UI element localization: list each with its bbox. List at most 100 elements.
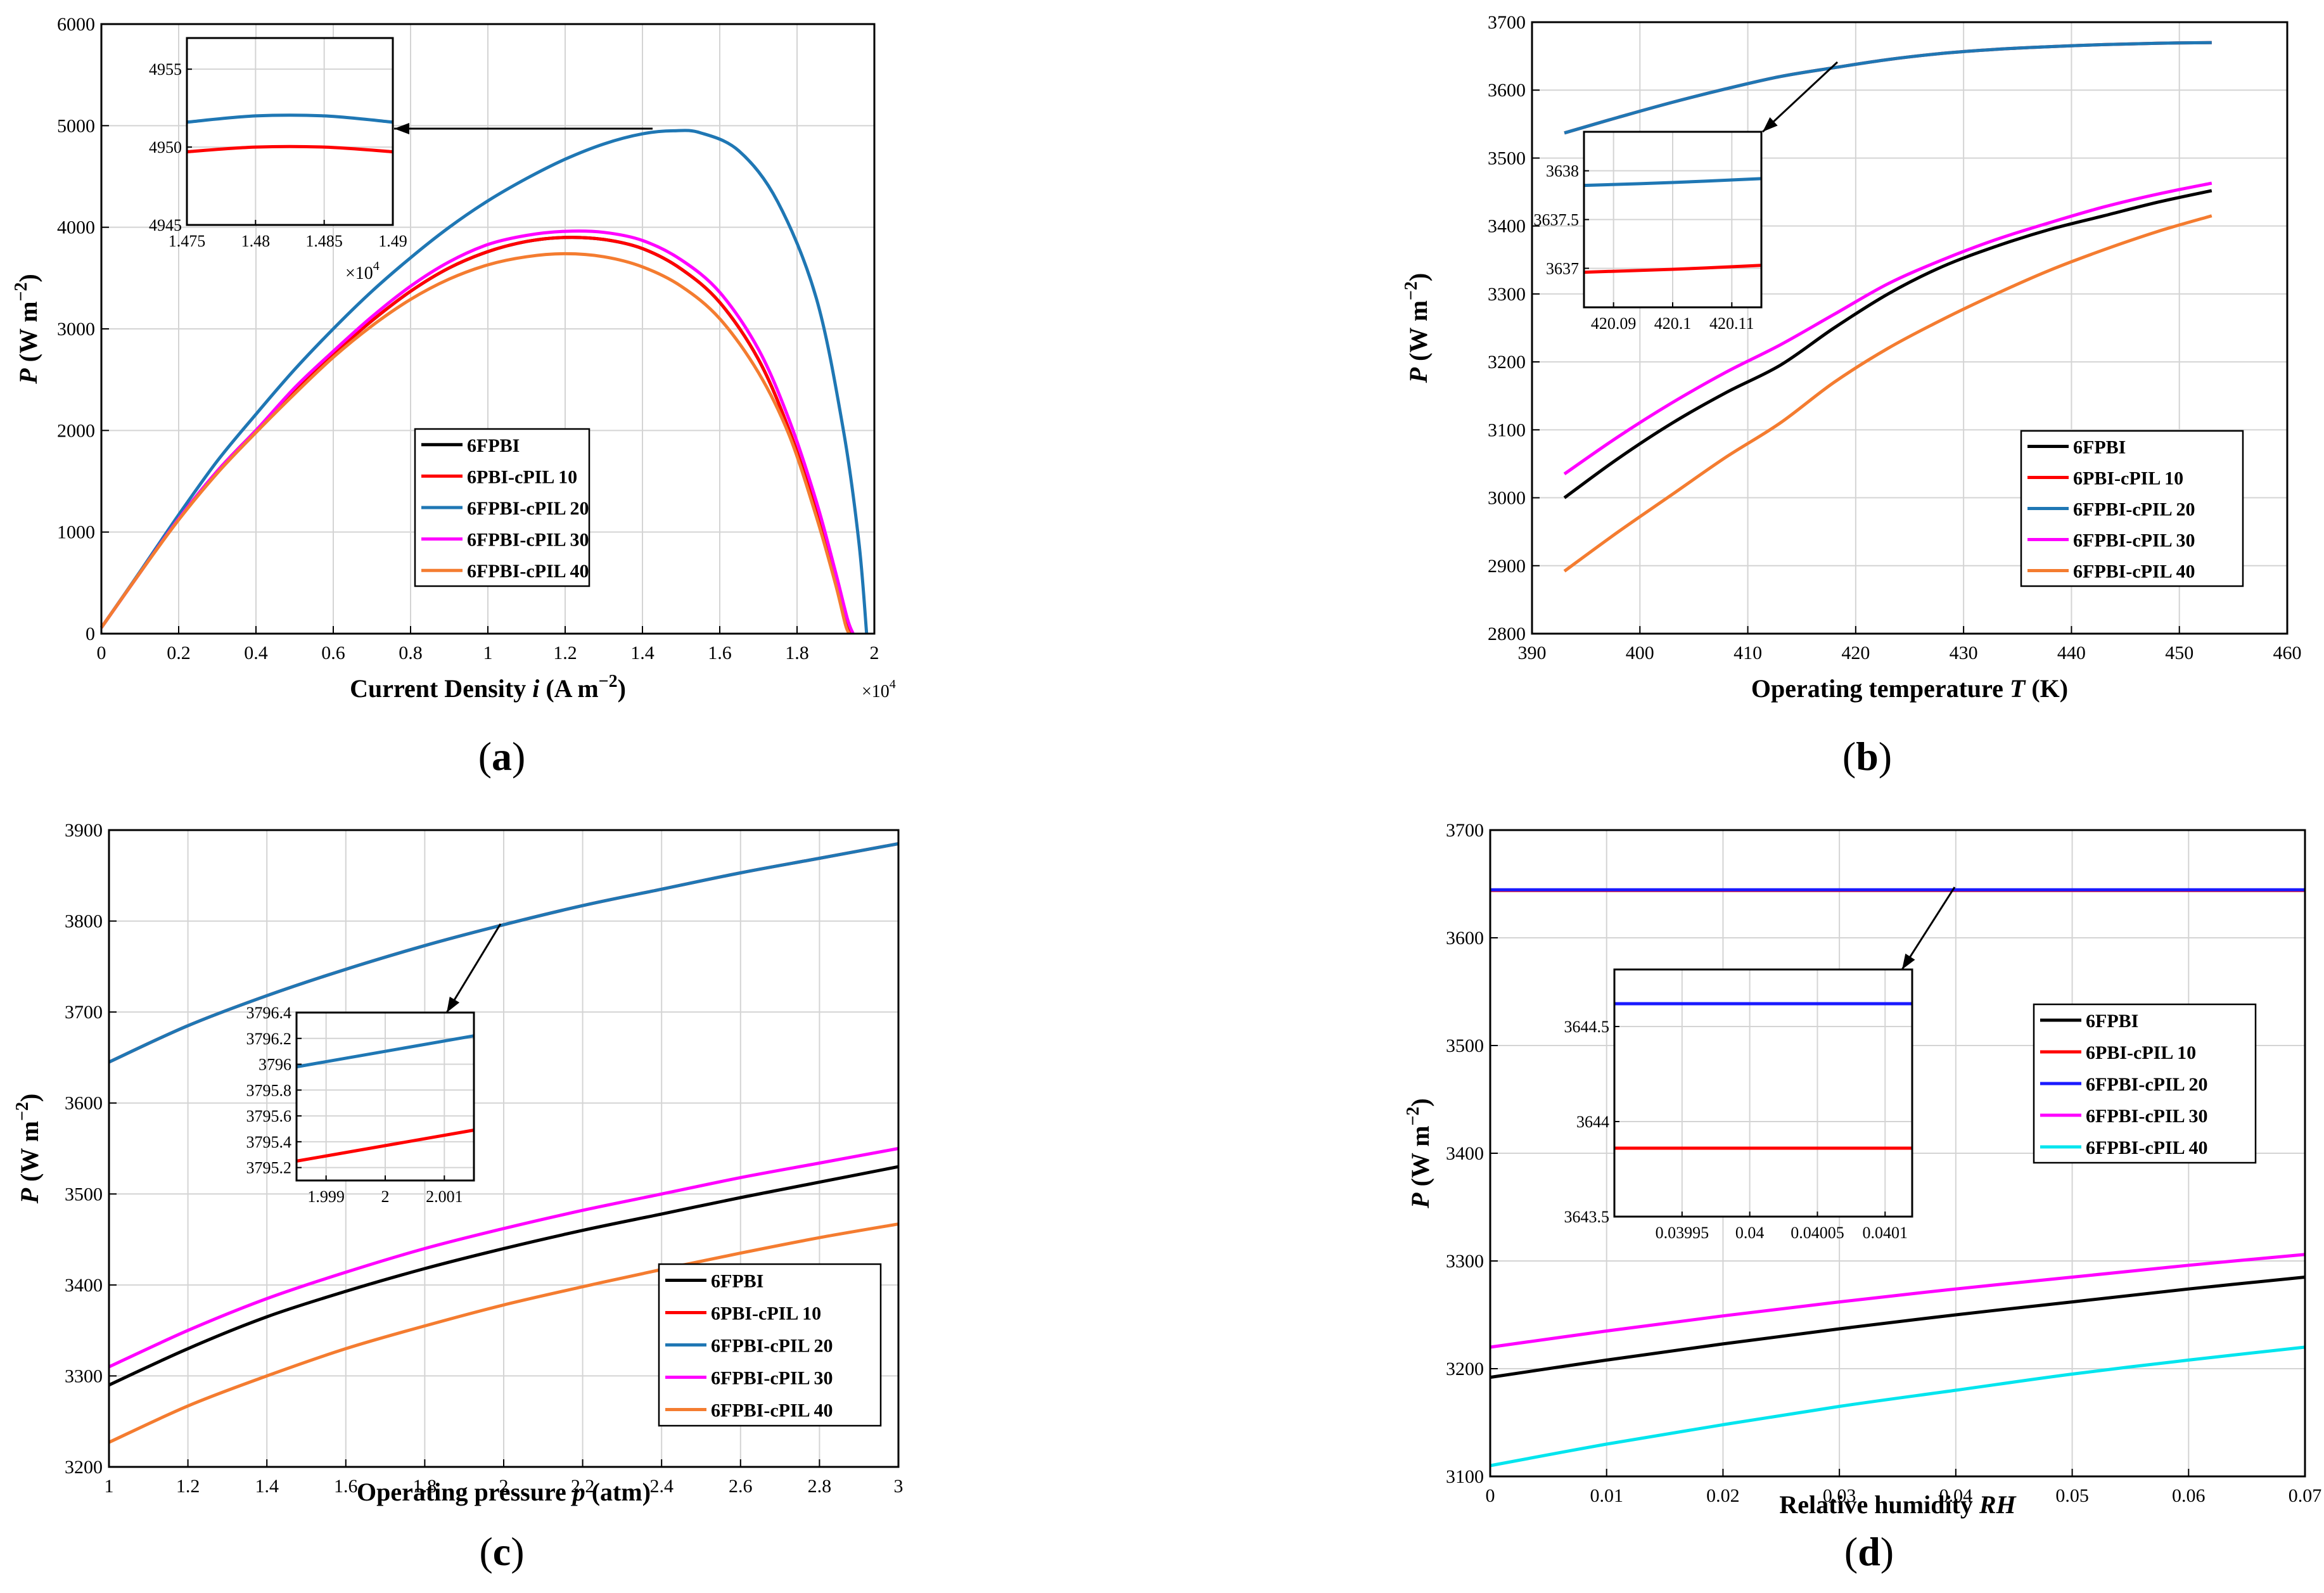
panel-label: (a) bbox=[478, 734, 526, 779]
panel-label-open: ( bbox=[1844, 1529, 1858, 1574]
inset-x-tick-label: 420.11 bbox=[1709, 314, 1754, 333]
y-tick-label: 3900 bbox=[65, 820, 103, 841]
ticks: 390 400 410 420 430 440 450 460 2800 2900 3000 3100… bbox=[1488, 12, 2302, 663]
inset-frame bbox=[1613, 968, 1913, 1218]
x-axis-label-unit: (atm) bbox=[585, 1478, 651, 1506]
y-tick-label: 3500 bbox=[1446, 1035, 1484, 1056]
x-axis-label-symbol: T bbox=[2010, 674, 2026, 703]
panel-label-open: ( bbox=[479, 1529, 492, 1574]
axes-frame bbox=[1531, 21, 2289, 635]
y-tick-label: 3000 bbox=[57, 319, 95, 340]
y-axis-label-symbol: P bbox=[15, 1187, 44, 1204]
series-group bbox=[1563, 41, 2212, 573]
inset-y-tick-label: 3643.5 bbox=[1564, 1208, 1610, 1226]
legend-label-6fpbi-cpil-20: 6FPBI-cPIL 20 bbox=[467, 498, 589, 519]
y-tick-label: 2900 bbox=[1488, 556, 1526, 577]
inset-y-tick-label: 3644 bbox=[1576, 1113, 1609, 1131]
x-axis-label-symbol: RH bbox=[1979, 1490, 2017, 1519]
x-tick-label: 410 bbox=[1733, 643, 1762, 663]
zoom-arrow-line bbox=[1761, 61, 1839, 133]
y-tick-label: 3800 bbox=[65, 911, 103, 932]
inset-x-tick-label: 1.999 bbox=[307, 1187, 345, 1206]
panel-label-close: ) bbox=[512, 734, 525, 779]
inset-x-tick-label: 0.0401 bbox=[1863, 1224, 1908, 1242]
y-axis-label-close: ) bbox=[14, 274, 42, 282]
x-tick-label: 0.02 bbox=[1706, 1485, 1740, 1506]
x-tick-label: 420 bbox=[1841, 643, 1870, 663]
legend-label-6pbi-cpil-10: 6PBI-cPIL 10 bbox=[711, 1303, 821, 1324]
panel-label-letter: c bbox=[493, 1529, 511, 1574]
series-line-6fpbi-cpil-30 bbox=[1490, 1253, 2306, 1349]
zoom-arrow-line bbox=[1901, 886, 1956, 970]
x-tick-label: 1.4 bbox=[630, 643, 654, 663]
y-tick-label: 5000 bbox=[57, 115, 95, 136]
x-axis-label-text: Relative humidity bbox=[1779, 1490, 1979, 1519]
series-line-6fpbi-cpil-20 bbox=[108, 842, 899, 1064]
ticks: 0 0.2 0.4 0.6 0.8 1 1.2 1.4 1.6 1.8 2 0 1000 2000 3000… bbox=[57, 14, 879, 663]
inset-x-tick-label: 2.001 bbox=[426, 1187, 463, 1206]
inset-y-tick-label: 3637 bbox=[1546, 259, 1579, 278]
y-axis-label-exponent: −2 bbox=[13, 1102, 32, 1121]
x-tick-label: 0.05 bbox=[2055, 1485, 2089, 1506]
x-axis-label-close: ) bbox=[618, 674, 626, 703]
y-tick-label: 3500 bbox=[1488, 148, 1526, 169]
y-axis-label-unit: (W m bbox=[1404, 300, 1433, 368]
y-tick-label: 3300 bbox=[1446, 1251, 1484, 1272]
x-tick-label: 0.03 bbox=[1823, 1485, 1856, 1506]
x-tick-label: 2.2 bbox=[571, 1476, 595, 1497]
inset-frame bbox=[186, 37, 394, 226]
x-tick-label: 0.6 bbox=[321, 643, 345, 663]
inset-y-tick-label: 3796.2 bbox=[246, 1030, 292, 1048]
legend-label-6fpbi: 6FPBI bbox=[467, 435, 520, 456]
y-tick-label: 3500 bbox=[65, 1184, 103, 1205]
inset-y-tick-label: 3795.4 bbox=[246, 1133, 292, 1151]
inset-series-line-6pbi-cpil-10 bbox=[1583, 264, 1762, 274]
legend-label-6fpbi: 6FPBI bbox=[711, 1271, 763, 1292]
inset-series-line-6pbi-cpil-10 bbox=[296, 1129, 475, 1163]
x-axis-label-text: Operating pressure bbox=[357, 1478, 573, 1506]
x-tick-label: 1 bbox=[483, 643, 493, 663]
panel-label-letter: b bbox=[1856, 734, 1879, 779]
x-axis-label-exponent: −2 bbox=[599, 672, 618, 691]
inset-x-tick-label: 1.48 bbox=[241, 232, 271, 250]
y-axis-label: P (W m−2) bbox=[1403, 1098, 1434, 1209]
inset-x-multiplier: ×104 bbox=[345, 259, 380, 283]
inset-x-tick-label: 420.09 bbox=[1591, 314, 1637, 333]
ticks: 0 0.01 0.02 0.03 0.04 0.05 0.06 0.07 3100 3200 330… bbox=[1446, 820, 2321, 1506]
x-tick-label: 1.6 bbox=[708, 643, 732, 663]
zoom-arrow-head bbox=[447, 996, 460, 1013]
x-axis-label-text: Current Density bbox=[350, 674, 532, 703]
panel-b: 390 400 410 420 430 440 450 460 2800 2900 3000 3100… bbox=[1401, 12, 2302, 779]
y-tick-label: 3700 bbox=[1446, 820, 1484, 841]
y-tick-label: 3600 bbox=[1488, 80, 1526, 101]
x-tick-label: 0 bbox=[97, 643, 106, 663]
x-tick-label: 0.01 bbox=[1590, 1485, 1623, 1506]
legend-label-6pbi-cpil-10: 6PBI-cPIL 10 bbox=[2073, 468, 2183, 489]
zoom-arrow-head bbox=[1763, 117, 1778, 132]
x-tick-label: 1.2 bbox=[176, 1476, 200, 1497]
y-axis-label-exponent: −2 bbox=[1401, 281, 1421, 300]
legend-label-6fpbi-cpil-20: 6FPBI-cPIL 20 bbox=[2086, 1074, 2208, 1095]
legend-label-6fpbi-cpil-40: 6FPBI-cPIL 40 bbox=[2073, 561, 2195, 582]
inset-y-tick-label: 3795.8 bbox=[246, 1081, 292, 1099]
x-axis-multiplier: ×104 bbox=[862, 677, 896, 701]
series-line-6fpbi-cpil-40 bbox=[1563, 214, 2212, 573]
panel-label-letter: d bbox=[1858, 1529, 1880, 1574]
inset-y-tick-label: 3644.5 bbox=[1564, 1018, 1610, 1036]
series-line-6fpbi-cpil-30 bbox=[1563, 181, 2212, 476]
x-tick-label: 430 bbox=[1950, 643, 1978, 663]
x-tick-label: 0.04 bbox=[1939, 1485, 1973, 1506]
panel-label-close: ) bbox=[511, 1529, 524, 1574]
x-axis-label-symbol: i bbox=[532, 674, 539, 703]
inset-series-line-6pbi-cpil-10 bbox=[186, 144, 393, 153]
legend-label-6pbi-cpil-10: 6PBI-cPIL 10 bbox=[2086, 1042, 2196, 1063]
legend-label-6pbi-cpil-10: 6PBI-cPIL 10 bbox=[467, 466, 577, 487]
x-tick-label: 3 bbox=[894, 1476, 903, 1497]
zoom-arrow-head bbox=[1902, 953, 1915, 969]
y-axis-label-unit: (W m bbox=[15, 1121, 44, 1188]
y-tick-label: 3000 bbox=[1488, 488, 1526, 509]
inset-y-tick-label: 4955 bbox=[149, 60, 182, 79]
y-tick-label: 4000 bbox=[57, 217, 95, 238]
y-axis-label-exponent: −2 bbox=[11, 283, 31, 302]
inset: 1.999 2 2.001 3795.2 3795.4 3795.6 3795.8 3796 3… bbox=[246, 1004, 475, 1206]
